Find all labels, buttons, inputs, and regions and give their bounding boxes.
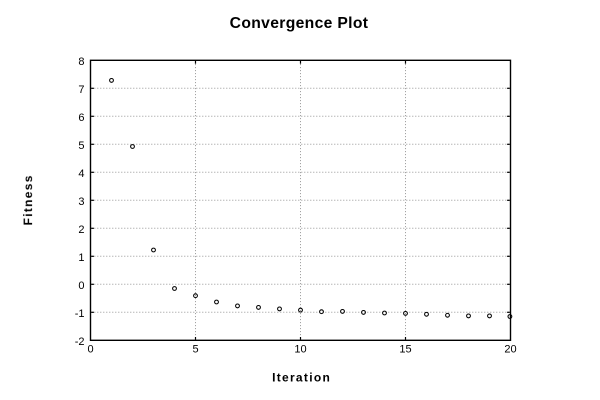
svg-text:7: 7: [78, 84, 84, 96]
svg-text:2: 2: [78, 224, 84, 236]
svg-text:1: 1: [78, 252, 84, 264]
svg-text:Fitness: Fitness: [21, 174, 35, 225]
svg-text:10: 10: [294, 344, 306, 356]
svg-text:Iteration: Iteration: [272, 370, 331, 384]
svg-text:-2: -2: [75, 336, 85, 348]
svg-text:Convergence Plot: Convergence Plot: [230, 15, 369, 32]
svg-text:20: 20: [504, 344, 516, 356]
svg-text:-1: -1: [75, 308, 85, 320]
svg-text:3: 3: [78, 196, 84, 208]
svg-text:5: 5: [78, 140, 84, 152]
svg-text:5: 5: [192, 344, 198, 356]
svg-text:4: 4: [78, 168, 84, 180]
svg-text:8: 8: [78, 56, 84, 68]
svg-text:0: 0: [78, 280, 84, 292]
svg-text:0: 0: [87, 344, 93, 356]
svg-text:6: 6: [78, 112, 84, 124]
svg-text:15: 15: [399, 344, 411, 356]
